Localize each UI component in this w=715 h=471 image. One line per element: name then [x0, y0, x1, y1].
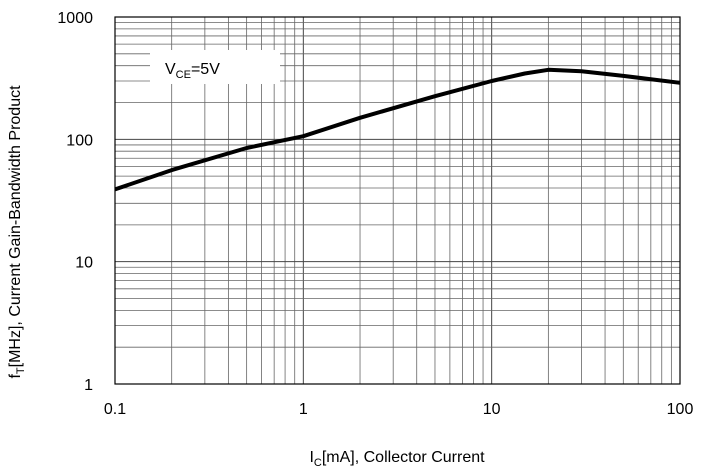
x-tick-label: 1 [299, 401, 308, 418]
x-axis-label-rest: [mA], Collector Current [322, 449, 485, 466]
legend-label-sub: CE [176, 69, 191, 81]
y-tick-label: 1 [84, 377, 93, 394]
y-tick-label: 1000 [57, 10, 93, 27]
y-axis-label-sub: T [15, 367, 27, 374]
x-tick-labels: 0.1 1 10 100 [104, 401, 694, 418]
x-tick-label: 100 [667, 401, 694, 418]
series-group [114, 67, 681, 192]
x-axis-label: IC[mA], Collector Current [309, 449, 485, 469]
y-tick-label: 10 [75, 255, 93, 272]
y-tick-label: 100 [66, 132, 93, 149]
x-tick-label: 10 [483, 401, 501, 418]
y-tick-labels: 1 10 100 1000 [57, 10, 93, 394]
x-axis-label-main: I [309, 449, 313, 466]
legend-label-main: V [165, 61, 176, 78]
y-axis-label-main: f [7, 374, 24, 379]
series-line [114, 67, 681, 192]
x-tick-label: 0.1 [104, 401, 126, 418]
legend: VCE=5V [150, 50, 280, 84]
y-axis-label: fT[MHz], Current Gain-Bandwidth Product [7, 85, 27, 379]
x-axis-label-sub: C [314, 457, 322, 469]
legend-box [150, 50, 280, 84]
legend-label: VCE=5V [165, 61, 220, 81]
y-axis-label-rest: [MHz], Current Gain-Bandwidth Product [7, 85, 24, 367]
plot-frame [114, 16, 681, 385]
legend-label-rest: =5V [191, 61, 220, 78]
